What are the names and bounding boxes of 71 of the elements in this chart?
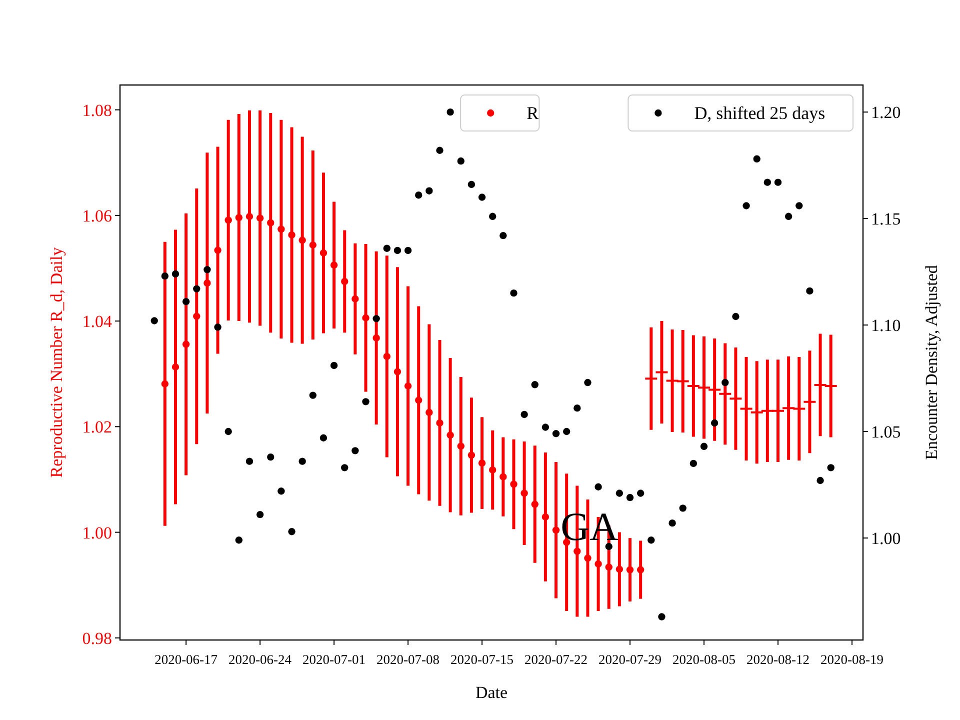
x-tick-label: 2020-08-19 (820, 652, 884, 667)
point (584, 554, 592, 562)
point (341, 278, 348, 286)
x-tick-label: 2020-07-22 (524, 652, 588, 667)
y-tick-label: 1.06 (82, 206, 112, 226)
x-tick-label: 2020-06-24 (228, 652, 292, 667)
legend-label: D, shifted 25 days (694, 103, 826, 123)
y2-tick-label: 1.20 (871, 103, 901, 122)
point (320, 249, 328, 257)
point (426, 408, 433, 416)
y-tick-label: 1.00 (82, 523, 112, 542)
x-tick-label: 2020-07-08 (376, 652, 440, 667)
point (520, 490, 528, 497)
point (298, 236, 306, 244)
point (235, 214, 243, 222)
x-tick-label: 2020-07-15 (450, 652, 514, 667)
point (204, 279, 211, 287)
point (446, 432, 454, 439)
point (478, 459, 486, 467)
y2-tick-label: 1.05 (871, 422, 901, 442)
point (489, 466, 496, 474)
point (594, 560, 602, 568)
y-tick-label: 0.98 (82, 628, 112, 648)
y-tick-label: 1.02 (82, 418, 112, 437)
y-tick-label: 1.04 (82, 312, 112, 332)
legend-label: R (526, 103, 539, 123)
x-tick-label: 2020-07-01 (302, 652, 366, 667)
point (552, 526, 560, 534)
point (362, 314, 370, 322)
point (256, 214, 264, 222)
point (574, 548, 581, 555)
point (182, 340, 190, 348)
point (436, 419, 444, 427)
point (278, 226, 285, 233)
point (626, 566, 634, 574)
point (214, 246, 222, 254)
point (468, 452, 476, 459)
point (161, 380, 169, 388)
x-tick-label: 2020-08-05 (672, 652, 736, 667)
point (636, 566, 644, 574)
point (352, 295, 359, 302)
point (172, 363, 180, 371)
point (309, 241, 317, 249)
point (605, 564, 612, 571)
x-tick-label: 2020-06-17 (154, 652, 218, 667)
point (457, 442, 464, 450)
point (267, 219, 274, 226)
point (383, 352, 390, 360)
point (510, 480, 518, 488)
point (288, 231, 296, 239)
point (330, 261, 338, 269)
y2-axis-title: Encounter Density, Adjusted (922, 264, 941, 460)
point (224, 216, 232, 224)
point (394, 368, 402, 376)
y2-tick-label: 1.00 (871, 528, 901, 548)
point (500, 473, 507, 480)
point (246, 212, 254, 220)
y-axis-title: Reproductive Number R_d, Daily (47, 246, 66, 478)
point (404, 382, 412, 390)
point (193, 312, 200, 320)
y2-tick-label: 1.10 (871, 316, 901, 336)
point (542, 513, 550, 521)
point (531, 500, 538, 508)
y-tick-label: 1.08 (82, 100, 112, 120)
x-axis-title: Date (475, 683, 508, 702)
point (616, 566, 624, 573)
point (415, 396, 422, 404)
point (372, 334, 380, 342)
x-tick-label: 2020-08-12 (746, 652, 810, 667)
y2-tick-label: 1.15 (871, 210, 901, 229)
x-tick-label: 2020-07-29 (598, 652, 662, 667)
